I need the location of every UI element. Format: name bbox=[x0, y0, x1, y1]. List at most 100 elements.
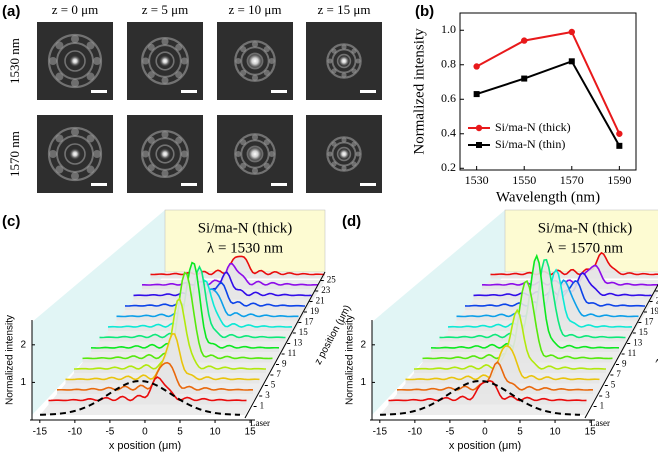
y-tick-label: 1 bbox=[20, 377, 26, 388]
z-tick-label: 15 bbox=[639, 327, 649, 337]
lobe bbox=[71, 35, 79, 43]
z-tick-label: 21 bbox=[656, 296, 658, 306]
x-tick-label: 0 bbox=[482, 427, 488, 438]
spot bbox=[69, 55, 81, 67]
z-tick-label: 5 bbox=[611, 380, 616, 390]
z-tick-label: 19 bbox=[310, 306, 320, 316]
z-tick-label: 11 bbox=[628, 348, 637, 358]
side-wall bbox=[372, 210, 505, 415]
curve bbox=[405, 345, 600, 381]
curve-fill bbox=[465, 280, 645, 310]
curve bbox=[48, 376, 247, 402]
scale-bar bbox=[91, 183, 107, 186]
lobe bbox=[341, 72, 347, 78]
scale-bar bbox=[271, 183, 287, 186]
spot bbox=[159, 148, 171, 160]
curve-fill bbox=[414, 310, 606, 373]
z-tick-label: 1 bbox=[260, 401, 265, 411]
legend-label: Si/ma-N (thin) bbox=[495, 137, 565, 151]
marker bbox=[568, 28, 575, 36]
lobe bbox=[331, 48, 337, 54]
lobe bbox=[49, 57, 57, 65]
column-label: z = 0 μm bbox=[52, 2, 98, 17]
lobe bbox=[263, 139, 270, 146]
spot bbox=[246, 145, 264, 163]
y-tick-label: 2 bbox=[360, 339, 366, 350]
curve bbox=[141, 262, 319, 286]
ring bbox=[148, 44, 182, 78]
lobe bbox=[240, 69, 247, 76]
curve bbox=[481, 264, 658, 286]
lobe bbox=[93, 57, 101, 65]
lobe bbox=[268, 150, 275, 158]
annotation: Si/ma-N (thick) bbox=[538, 220, 633, 236]
marker bbox=[616, 130, 623, 137]
x-tick-label: -10 bbox=[408, 427, 423, 438]
ring bbox=[148, 137, 182, 171]
x-tick-label: -10 bbox=[68, 427, 83, 438]
lobe bbox=[175, 164, 183, 172]
x-tick-label: 1530 bbox=[465, 173, 489, 187]
x-tick-label: -15 bbox=[33, 427, 48, 438]
x-axis-label: Wavelength (nm) bbox=[496, 189, 600, 205]
curve-fill bbox=[150, 256, 325, 279]
y-tick-label: 1 bbox=[360, 377, 366, 388]
z-tick-label: 25 bbox=[327, 275, 337, 285]
lobe bbox=[93, 150, 101, 158]
lobe bbox=[175, 43, 183, 51]
lobe bbox=[71, 79, 79, 87]
lobe bbox=[142, 150, 150, 158]
y-axis-label: Normalized intensity bbox=[345, 315, 356, 405]
lobe bbox=[341, 137, 347, 143]
laser-curve bbox=[39, 379, 241, 416]
z-tick-label: 3 bbox=[265, 390, 270, 400]
lobe bbox=[327, 58, 333, 64]
y-tick-label: 0.6 bbox=[441, 91, 456, 105]
lobe bbox=[55, 72, 64, 81]
x-tick-label: 1550 bbox=[512, 173, 536, 187]
curve bbox=[150, 255, 325, 276]
annotation: Si/ma-N (thick) bbox=[198, 220, 293, 236]
lobe bbox=[351, 48, 357, 54]
waterfall-panel: (c) Si/ma-N (thick) λ = 1530 nm -15 -10 -5 0 5 1… bbox=[2, 209, 353, 452]
annotation-box bbox=[504, 209, 658, 273]
z-tick-label: 13 bbox=[633, 338, 643, 348]
z-tick-label: 7 bbox=[276, 369, 281, 379]
curve bbox=[65, 333, 260, 381]
y-tick-label: 2 bbox=[20, 339, 26, 350]
z-tick-label: 23 bbox=[321, 285, 331, 295]
curve-fill bbox=[48, 377, 247, 405]
lobe bbox=[341, 165, 347, 171]
x-tick-label: 1590 bbox=[607, 173, 631, 187]
scale-bar bbox=[181, 90, 197, 93]
y-tick-label: 1.0 bbox=[441, 22, 456, 36]
lobe bbox=[55, 134, 64, 143]
annotation: λ = 1530 nm bbox=[207, 240, 283, 256]
lobe bbox=[263, 69, 270, 76]
image bbox=[37, 22, 113, 100]
z-tick-label: 3 bbox=[605, 390, 610, 400]
lobe bbox=[341, 44, 347, 50]
lobe bbox=[161, 131, 169, 139]
curve bbox=[490, 251, 658, 276]
lobe bbox=[327, 151, 333, 157]
x-tick-label: -5 bbox=[445, 427, 454, 438]
panel-label: (c) bbox=[2, 213, 20, 230]
ring bbox=[155, 144, 175, 164]
image bbox=[37, 115, 113, 193]
annotation: λ = 1570 nm bbox=[547, 240, 623, 256]
marker bbox=[473, 91, 480, 98]
lobe bbox=[86, 72, 95, 81]
panel-label: (b) bbox=[415, 3, 434, 20]
lobe bbox=[251, 74, 259, 81]
lobe bbox=[263, 162, 270, 169]
z-tick-label: 17 bbox=[644, 317, 654, 327]
ring bbox=[240, 46, 270, 76]
lobe bbox=[251, 134, 259, 141]
z-tick-label: 1 bbox=[600, 401, 605, 411]
scale-bar bbox=[181, 183, 197, 186]
panel-label: (a) bbox=[2, 3, 20, 20]
lobe bbox=[147, 71, 155, 79]
lobe bbox=[71, 172, 79, 180]
